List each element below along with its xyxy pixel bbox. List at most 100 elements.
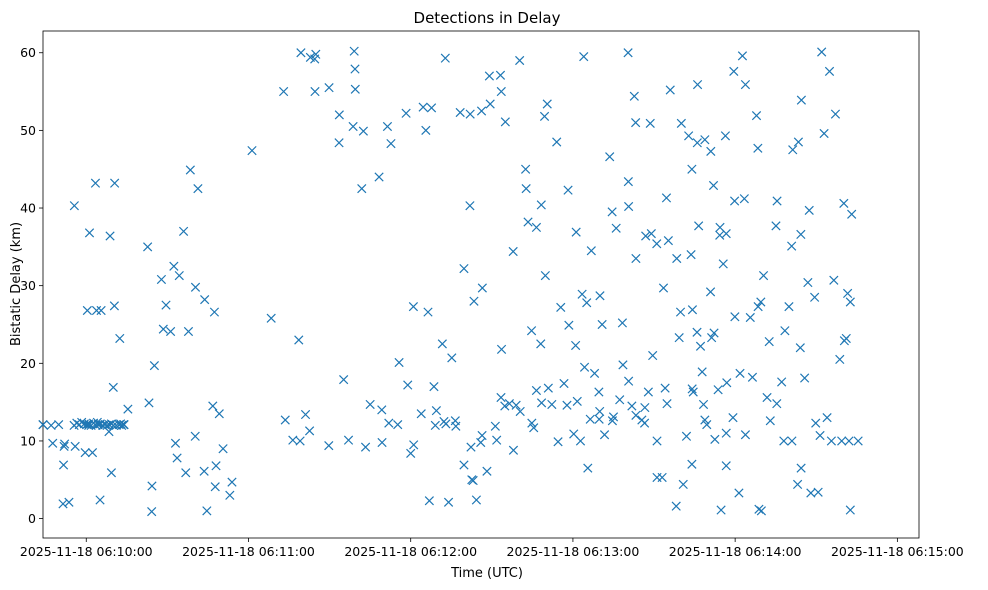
data-point [645, 118, 655, 129]
data-point [357, 183, 367, 194]
data-point [158, 324, 168, 334]
data-point [579, 362, 590, 372]
data-point [764, 336, 774, 347]
data-point [421, 125, 431, 136]
data-point [847, 209, 857, 219]
data-point [595, 291, 605, 301]
data-point [837, 436, 847, 446]
data-point [423, 307, 433, 317]
data-point [686, 249, 696, 260]
data-point [692, 138, 702, 148]
data-point [500, 117, 510, 127]
data-point [718, 259, 728, 269]
data-point [780, 326, 790, 336]
data-point [430, 420, 440, 431]
data-point [552, 137, 562, 147]
data-point [408, 302, 419, 312]
data-point [437, 339, 447, 349]
data-point [617, 318, 628, 328]
data-point [553, 437, 563, 447]
data-point [792, 479, 803, 490]
data-point [585, 414, 595, 424]
y-tick-label: 20 [20, 356, 36, 371]
data-point [648, 350, 658, 361]
data-point [643, 387, 653, 397]
data-point [305, 52, 316, 63]
data-point [418, 102, 428, 112]
data-point [779, 436, 789, 446]
data-point [753, 143, 763, 153]
data-point [382, 121, 393, 132]
data-point [496, 344, 507, 354]
data-point [694, 221, 704, 231]
data-point [721, 461, 731, 471]
y-tick-label: 60 [20, 45, 36, 60]
data-point [339, 374, 349, 385]
data-point [384, 418, 394, 428]
data-point [406, 448, 416, 458]
data-point [540, 270, 550, 281]
data-point [211, 461, 221, 471]
data-point [443, 497, 454, 507]
data-point [615, 395, 625, 405]
data-point [671, 501, 681, 511]
data-point [429, 381, 439, 392]
data-point [605, 152, 615, 162]
data-point [82, 305, 92, 316]
data-point [149, 361, 160, 371]
data-point [631, 253, 641, 264]
data-point [526, 326, 537, 336]
data-point [527, 418, 537, 428]
data-point [710, 434, 720, 445]
data-point [652, 436, 662, 446]
data-point [575, 436, 586, 446]
data-point [700, 135, 710, 145]
y-tick-label: 50 [20, 123, 36, 138]
data-point [819, 128, 829, 139]
data-point [542, 99, 552, 109]
data-point [556, 302, 566, 313]
data-point [80, 447, 90, 458]
data-point [543, 383, 553, 393]
data-point [536, 398, 547, 408]
data-point [815, 430, 825, 441]
data-point [660, 383, 670, 393]
data-point [165, 326, 176, 337]
data-point [334, 110, 344, 120]
plot-area [42, 30, 920, 539]
data-point [403, 380, 413, 390]
data-point [200, 295, 210, 305]
data-point [181, 468, 191, 478]
data-point [185, 165, 195, 175]
data-point [426, 103, 437, 113]
data-point [109, 301, 120, 311]
data-point [631, 410, 641, 420]
data-point [765, 416, 775, 426]
data-point [208, 401, 218, 411]
data-point [324, 83, 334, 93]
data-point [300, 409, 311, 420]
data-point [77, 417, 87, 427]
data-point [640, 402, 650, 413]
data-point [539, 111, 550, 122]
data-point [106, 468, 117, 478]
data-point [564, 320, 574, 330]
data-point [826, 436, 837, 446]
data-point [739, 194, 749, 204]
data-point [324, 440, 334, 451]
data-point [793, 137, 804, 147]
data-point [440, 53, 450, 63]
data-point [697, 367, 707, 377]
data-point [706, 146, 716, 156]
data-point [806, 488, 816, 498]
data-point [409, 440, 419, 450]
data-point [845, 505, 855, 515]
data-point [60, 439, 70, 449]
data-point [374, 172, 384, 182]
data-point [471, 495, 482, 505]
data-point [721, 428, 731, 438]
data-point [698, 399, 709, 410]
data-point [684, 131, 694, 141]
data-point [377, 405, 387, 415]
y-axis-ticks: 0 10 20 30 40 50 60 [20, 45, 43, 526]
